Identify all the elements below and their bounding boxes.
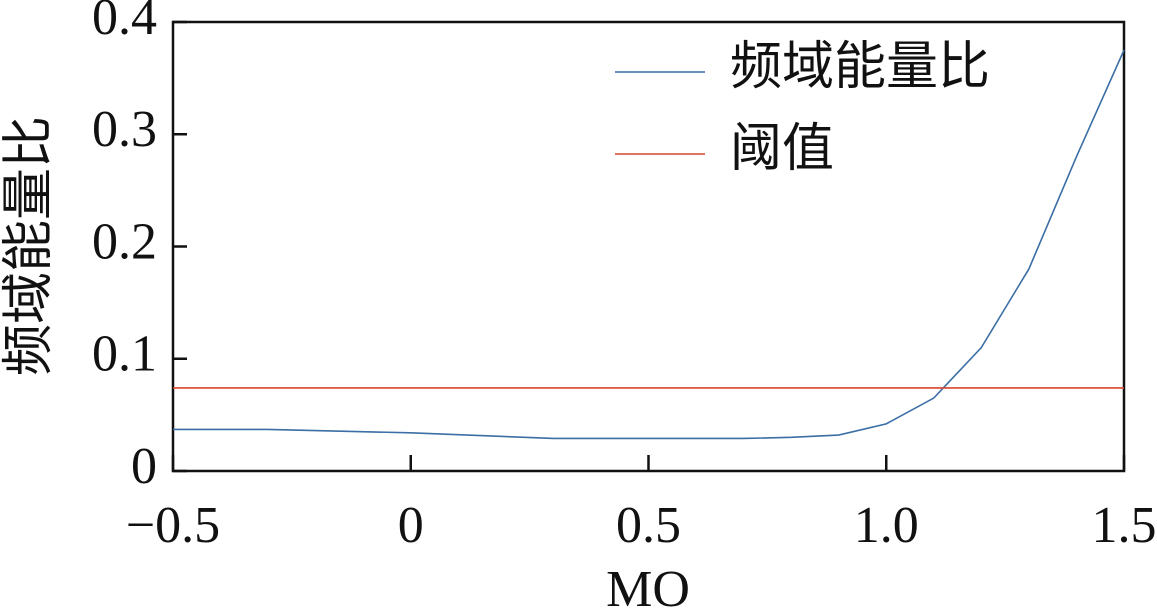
legend-label: 频域能量比 (730, 39, 990, 96)
x-tick-label: 1.0 (854, 497, 919, 554)
x-tick-label: −0.5 (126, 497, 220, 554)
legend-label: 阈值 (730, 121, 834, 178)
x-tick-label: 0 (398, 497, 424, 554)
y-axis-label: 频域能量比 (1, 116, 58, 376)
y-tick-label: 0.1 (92, 326, 157, 383)
x-tick-label: 1.5 (1092, 497, 1157, 554)
y-tick-label: 0.4 (92, 0, 157, 46)
y-tick-label: 0.2 (92, 213, 157, 270)
data-line (173, 49, 1125, 440)
x-axis-label: MO (606, 561, 690, 615)
y-tick-label: 0.3 (92, 101, 157, 158)
y-tick-label: 0 (131, 438, 157, 495)
x-tick-label: 0.5 (616, 497, 681, 554)
